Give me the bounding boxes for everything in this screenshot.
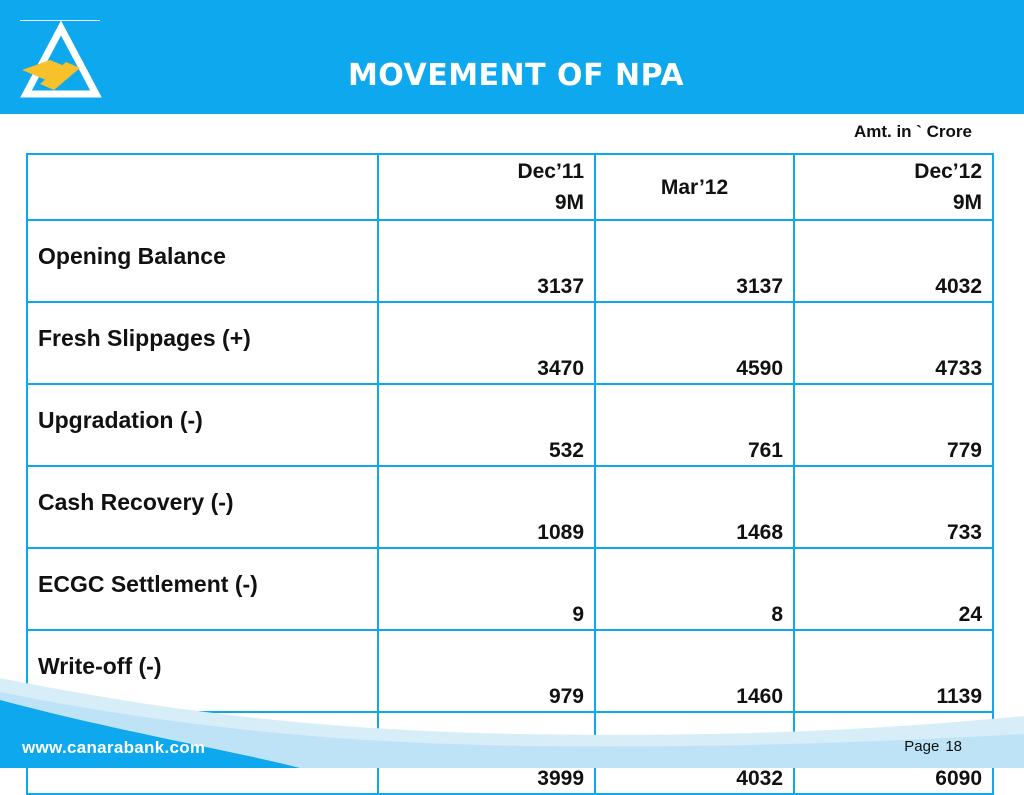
npa-movement-table: Dec’11 9M Mar’12 Dec’12 9M Opening Balance… — [26, 153, 994, 795]
table-cell: 4590 — [594, 301, 795, 385]
column-header: Mar’12 — [594, 153, 795, 221]
page-number: Page 18 — [904, 738, 962, 755]
footer-wave — [0, 678, 1024, 768]
logo-rule — [20, 20, 100, 21]
row-label: Opening Balance — [26, 219, 379, 303]
table-cell: 3137 — [594, 219, 795, 303]
row-label: ECGC Settlement (-) — [26, 547, 379, 631]
column-header: Dec’12 9M — [793, 153, 994, 221]
table-row: ECGC Settlement (-) 9 8 24 — [26, 547, 994, 631]
table-cell: 733 — [793, 465, 994, 549]
table-cell: 1468 — [594, 465, 795, 549]
table-cell: 761 — [594, 383, 795, 467]
table-cell: 779 — [793, 383, 994, 467]
table-row: Write-off (-) 979 1460 1139 — [26, 629, 994, 713]
table-cell: 979 — [377, 629, 596, 713]
table-cell: 4733 — [793, 301, 994, 385]
website-link[interactable]: www.canarabank.com — [22, 738, 206, 757]
units-note: Amt. in ` Crore — [853, 122, 972, 141]
row-label: Cash Recovery (-) — [26, 465, 379, 549]
row-label: Upgradation (-) — [26, 383, 379, 467]
table-row: Opening Balance 3137 3137 4032 — [26, 219, 994, 303]
table-header-row: Dec’11 9M Mar’12 Dec’12 9M — [26, 153, 994, 221]
header-empty-cell — [26, 153, 379, 221]
column-header: Dec’11 9M — [377, 153, 596, 221]
table-cell: 9 — [377, 547, 596, 631]
table-cell: 532 — [377, 383, 596, 467]
header-bar: MOVEMENT OF NPA — [0, 0, 1024, 114]
page-title: MOVEMENT OF NPA — [347, 58, 685, 93]
table-cell: 1460 — [594, 629, 795, 713]
table-row: Fresh Slippages (+) 3470 4590 4733 — [26, 301, 994, 385]
table-cell: 3470 — [377, 301, 596, 385]
canara-bank-logo-icon — [20, 20, 102, 98]
table-row: Cash Recovery (-) 1089 1468 733 — [26, 465, 994, 549]
table-cell: 1139 — [793, 629, 994, 713]
table-cell: 4032 — [793, 219, 994, 303]
table-cell: 1089 — [377, 465, 596, 549]
table-cell: 8 — [594, 547, 795, 631]
table-row: Upgradation (-) 532 761 779 — [26, 383, 994, 467]
table-cell: 3137 — [377, 219, 596, 303]
row-label: Fresh Slippages (+) — [26, 301, 379, 385]
table-cell: 24 — [793, 547, 994, 631]
